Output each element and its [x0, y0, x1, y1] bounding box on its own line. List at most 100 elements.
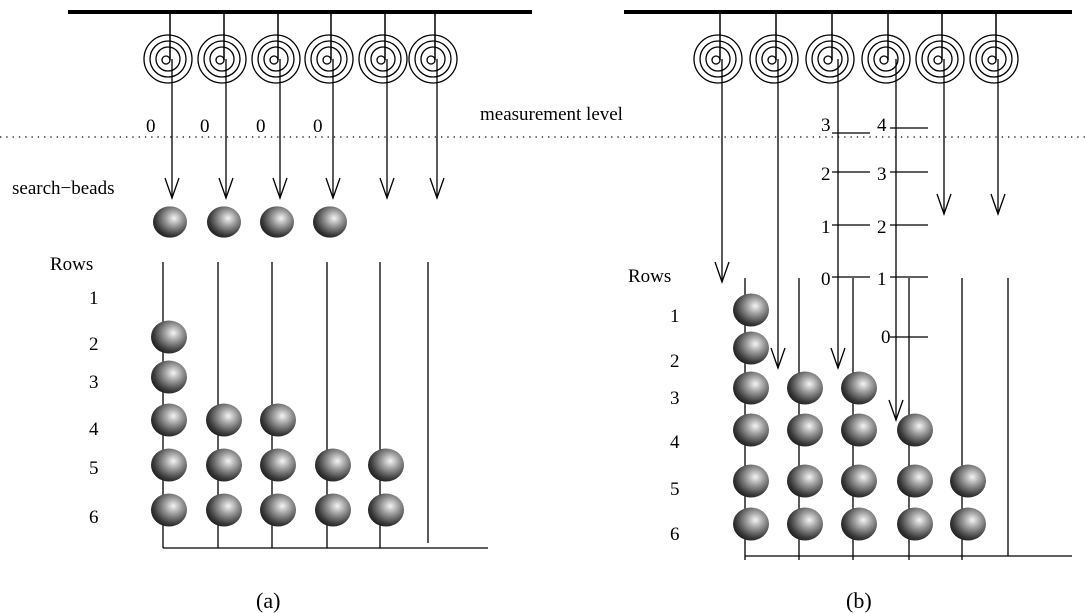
bead: [733, 507, 769, 541]
spool-ring: [364, 40, 402, 78]
bead: [151, 360, 187, 394]
spool-ring: [358, 34, 408, 84]
bead: [260, 448, 296, 482]
bead: [206, 403, 242, 437]
bead: [897, 413, 933, 447]
spool-icon: [969, 12, 1019, 84]
falling-thread: [325, 59, 341, 200]
bead: [206, 493, 242, 527]
spool-ring: [805, 34, 855, 84]
scale-b-tick-label: 2: [877, 217, 887, 238]
spool-ring: [705, 46, 731, 72]
spool-hub: [987, 55, 997, 65]
spool-ring: [408, 34, 458, 84]
panel-b-beads: [733, 293, 986, 541]
arrow-head-icon: [830, 347, 846, 370]
bead: [733, 413, 769, 447]
panel-a-row-number: 1: [89, 288, 99, 309]
bead: [841, 413, 877, 447]
bead: [368, 493, 404, 527]
arrow-head-icon: [379, 177, 395, 200]
spool-ring: [755, 40, 793, 78]
panel-b-scale-a: 3 2 1 0: [821, 115, 870, 290]
spool-icon: [693, 12, 743, 84]
arrow-head-icon: [164, 177, 180, 200]
spool-ring: [981, 46, 1007, 72]
panel-a-row-number: 6: [89, 507, 99, 528]
panel-a-level-reading: 0: [256, 116, 266, 137]
spool-ring: [251, 34, 301, 84]
panel-b-rows-label: Rows: [628, 266, 671, 287]
arrow-head-icon: [218, 177, 234, 200]
spool-icon: [915, 12, 965, 84]
bead: [733, 293, 769, 327]
spool-ring: [304, 34, 354, 84]
measurement-level-label: measurement level: [480, 104, 623, 125]
bead: [897, 464, 933, 498]
panel-a-beads: [151, 320, 404, 527]
bead: [207, 206, 241, 238]
falling-thread: [714, 59, 730, 284]
spool-icon: [304, 12, 354, 84]
arrow-head-icon: [936, 193, 952, 216]
falling-thread: [936, 59, 952, 216]
bead: [950, 507, 986, 541]
spool-icon: [749, 12, 799, 84]
spool-ring: [370, 46, 396, 72]
spool-ring: [873, 46, 899, 72]
spool-ring: [203, 40, 241, 78]
falling-thread: [272, 59, 288, 200]
spool-hub: [322, 55, 332, 65]
spool-hub: [933, 55, 943, 65]
panel-a-caption: (a): [256, 588, 280, 613]
panel-a-rows-label: Rows: [50, 254, 93, 275]
spool-ring: [921, 40, 959, 78]
spool-ring: [699, 40, 737, 78]
bead: [950, 464, 986, 498]
scale-b-tick-label: 1: [877, 269, 887, 290]
panel-a-level-reading: 0: [313, 116, 323, 137]
falling-thread: [164, 59, 180, 200]
panel-b-threads: [714, 59, 1006, 422]
falling-thread: [990, 59, 1006, 216]
bead: [733, 331, 769, 365]
panel-a-row-number: 4: [89, 419, 99, 440]
spool-ring: [761, 46, 787, 72]
spool-icon: [143, 12, 193, 84]
bead: [787, 413, 823, 447]
panel-a-level-reading: 0: [146, 116, 156, 137]
bead: [315, 493, 351, 527]
spool-ring: [263, 46, 289, 72]
bead: [151, 493, 187, 527]
spool-icon: [251, 12, 301, 84]
scale-b-tick-label: 4: [877, 115, 887, 136]
bead: [313, 206, 347, 238]
spool-hub: [269, 55, 279, 65]
bead: [787, 507, 823, 541]
panel-b-caption: (b): [846, 588, 872, 613]
bead: [733, 464, 769, 498]
bead: [151, 448, 187, 482]
spool-ring: [316, 46, 342, 72]
spool-hub: [426, 55, 436, 65]
falling-thread: [379, 59, 395, 200]
spool-ring: [867, 40, 905, 78]
bead: [315, 448, 351, 482]
spool-ring: [749, 34, 799, 84]
spool-ring: [310, 40, 348, 78]
bead: [151, 403, 187, 437]
spool-ring: [915, 34, 965, 84]
panel-a: 0 0 0 0 search−beads Rows 1 2 3 4 5 6 (a…: [12, 10, 532, 613]
spool-ring: [149, 40, 187, 78]
spool-ring: [209, 46, 235, 72]
bead: [260, 206, 294, 238]
panel-b-row-number: 6: [670, 524, 680, 545]
scale-a-tick-label: 2: [821, 164, 831, 185]
spool-hub: [823, 55, 833, 65]
spool-ring: [414, 40, 452, 78]
bead: [153, 206, 187, 238]
panel-a-level-reading: 0: [200, 116, 210, 137]
bead: [206, 448, 242, 482]
panel-b-scale-b: 4 3 2 1 0: [877, 115, 928, 348]
spool-icon: [408, 12, 458, 84]
